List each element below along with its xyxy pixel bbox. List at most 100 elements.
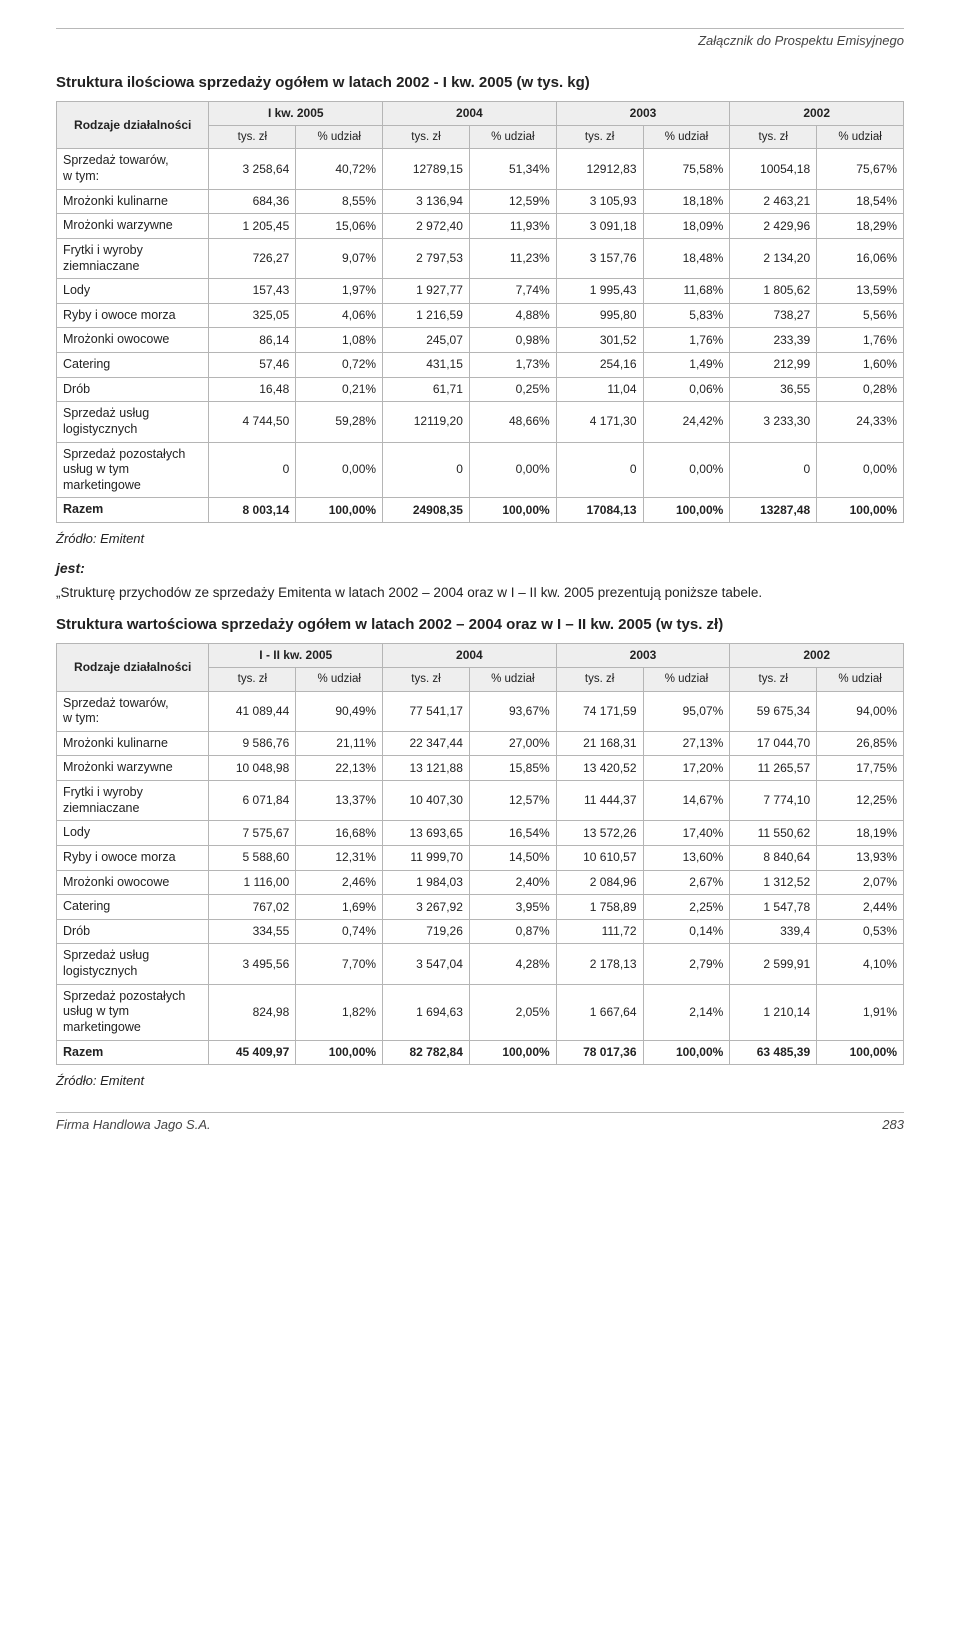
cell: 95,07% — [643, 691, 730, 731]
cell: 0,00% — [296, 442, 383, 498]
row-label: Catering — [57, 353, 209, 378]
cell: 21 168,31 — [556, 731, 643, 756]
cell: 2,44% — [817, 895, 904, 920]
cell: 0,74% — [296, 919, 383, 944]
cell: 13,37% — [296, 781, 383, 821]
page-footer: Firma Handlowa Jago S.A. 283 — [56, 1112, 904, 1132]
cell: 45 409,97 — [209, 1040, 296, 1065]
th-sub-u: % udział — [643, 668, 730, 691]
cell: 325,05 — [209, 303, 296, 328]
cell: 7 774,10 — [730, 781, 817, 821]
table1-source: Źródło: Emitent — [56, 531, 904, 546]
cell: 100,00% — [643, 498, 730, 523]
row-label: Frytki i wyrobyziemniaczane — [57, 238, 209, 278]
cell: 2,40% — [469, 870, 556, 895]
cell: 5 588,60 — [209, 845, 296, 870]
cell: 0,28% — [817, 377, 904, 402]
cell: 2 429,96 — [730, 214, 817, 239]
cell: 2,05% — [469, 984, 556, 1040]
cell: 48,66% — [469, 402, 556, 442]
cell: 100,00% — [817, 498, 904, 523]
cell: 2 134,20 — [730, 238, 817, 278]
footer-page: 283 — [882, 1117, 904, 1132]
cell: 1,73% — [469, 353, 556, 378]
table2-title: Struktura wartościowa sprzedaży ogółem w… — [56, 616, 904, 633]
cell: 9,07% — [296, 238, 383, 278]
cell: 2 599,91 — [730, 944, 817, 984]
cell: 11,93% — [469, 214, 556, 239]
cell: 1 210,14 — [730, 984, 817, 1040]
row-label: Sprzedaż pozostałychusług w tymmarketing… — [57, 984, 209, 1040]
cell: 24,33% — [817, 402, 904, 442]
cell: 4,06% — [296, 303, 383, 328]
cell: 26,85% — [817, 731, 904, 756]
cell: 1,76% — [817, 328, 904, 353]
cell: 3 136,94 — [383, 189, 470, 214]
row-label: Mrożonki kulinarne — [57, 189, 209, 214]
cell: 17 044,70 — [730, 731, 817, 756]
row-label: Razem — [57, 498, 209, 523]
cell: 3 495,56 — [209, 944, 296, 984]
cell: 16,06% — [817, 238, 904, 278]
cell: 22,13% — [296, 756, 383, 781]
cell: 1,60% — [817, 353, 904, 378]
th-sub-u: % udział — [817, 668, 904, 691]
cell: 18,09% — [643, 214, 730, 239]
row-label: Mrożonki kulinarne — [57, 731, 209, 756]
th-sub-u: % udział — [817, 126, 904, 149]
cell: 11 550,62 — [730, 821, 817, 846]
cell: 3 547,04 — [383, 944, 470, 984]
cell: 11 444,37 — [556, 781, 643, 821]
cell: 4 744,50 — [209, 402, 296, 442]
cell: 17,20% — [643, 756, 730, 781]
cell: 4,88% — [469, 303, 556, 328]
cell: 40,72% — [296, 149, 383, 189]
cell: 1,82% — [296, 984, 383, 1040]
cell: 13 572,26 — [556, 821, 643, 846]
cell: 100,00% — [817, 1040, 904, 1065]
cell: 1,69% — [296, 895, 383, 920]
row-label: Sprzedaż usługlogistycznych — [57, 944, 209, 984]
cell: 12789,15 — [383, 149, 470, 189]
cell: 10 407,30 — [383, 781, 470, 821]
cell: 6 071,84 — [209, 781, 296, 821]
cell: 0,00% — [469, 442, 556, 498]
cell: 233,39 — [730, 328, 817, 353]
row-label: Drób — [57, 919, 209, 944]
cell: 111,72 — [556, 919, 643, 944]
cell: 15,85% — [469, 756, 556, 781]
cell: 767,02 — [209, 895, 296, 920]
cell: 1,91% — [817, 984, 904, 1040]
cell: 1 116,00 — [209, 870, 296, 895]
cell: 5,56% — [817, 303, 904, 328]
cell: 11,04 — [556, 377, 643, 402]
row-label: Razem — [57, 1040, 209, 1065]
cell: 1,49% — [643, 353, 730, 378]
row-label: Catering — [57, 895, 209, 920]
cell: 1 805,62 — [730, 279, 817, 304]
page-header: Załącznik do Prospektu Emisyjnego — [56, 28, 904, 48]
row-label: Mrożonki warzywne — [57, 756, 209, 781]
row-label: Sprzedaż towarów,w tym: — [57, 691, 209, 731]
cell: 12,25% — [817, 781, 904, 821]
th-period: 2002 — [730, 102, 904, 126]
cell: 301,52 — [556, 328, 643, 353]
cell: 36,55 — [730, 377, 817, 402]
cell: 1 694,63 — [383, 984, 470, 1040]
cell: 57,46 — [209, 353, 296, 378]
cell: 2,25% — [643, 895, 730, 920]
cell: 0 — [209, 442, 296, 498]
cell: 18,48% — [643, 238, 730, 278]
cell: 18,19% — [817, 821, 904, 846]
cell: 74 171,59 — [556, 691, 643, 731]
row-label: Sprzedaż pozostałychusług w tymmarketing… — [57, 442, 209, 498]
cell: 1 667,64 — [556, 984, 643, 1040]
cell: 0 — [730, 442, 817, 498]
cell: 2,07% — [817, 870, 904, 895]
cell: 100,00% — [296, 498, 383, 523]
cell: 0,00% — [643, 442, 730, 498]
cell: 334,55 — [209, 919, 296, 944]
cell: 3 267,92 — [383, 895, 470, 920]
th-period: 2004 — [383, 102, 557, 126]
cell: 1 312,52 — [730, 870, 817, 895]
